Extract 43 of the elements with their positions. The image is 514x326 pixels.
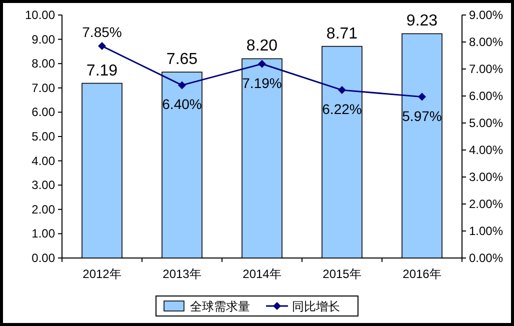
y2-tick-label: 2.00% bbox=[469, 197, 504, 211]
y-tick-label: 10.00 bbox=[24, 8, 56, 22]
point bbox=[258, 60, 266, 68]
y2-tick-label: 0.00% bbox=[469, 251, 504, 265]
y-tick-label: 6.00 bbox=[32, 105, 56, 120]
data-label: 6.40% bbox=[162, 96, 202, 112]
y-tick-label: 5.00 bbox=[32, 130, 56, 144]
y2-tick-label: 6.00% bbox=[469, 89, 504, 103]
data-label: 8.71 bbox=[326, 25, 358, 42]
y2-tick-label: 3.00% bbox=[469, 170, 504, 184]
legend-label: 全球需求量 bbox=[190, 300, 250, 314]
y-tick-label: 2.00 bbox=[32, 202, 56, 216]
y-tick-label: 4.00 bbox=[32, 154, 56, 168]
y2-tick-label: 9.00% bbox=[469, 8, 504, 22]
data-label: 7.65 bbox=[166, 51, 198, 68]
point bbox=[98, 42, 106, 50]
y-tick-label: 0.00 bbox=[32, 251, 56, 265]
data-label: 9.23 bbox=[406, 12, 438, 30]
point bbox=[418, 92, 426, 101]
x-tick-label: 2013年 bbox=[162, 267, 202, 281]
y2-tick-label: 4.00% bbox=[469, 143, 504, 157]
data-label: 5.97% bbox=[402, 108, 442, 124]
point bbox=[338, 86, 346, 94]
data-label: 7.85% bbox=[82, 24, 122, 40]
data-label: 7.19% bbox=[242, 74, 282, 91]
y2-tick-label: 1.00% bbox=[469, 224, 504, 238]
x-tick-label: 2014年 bbox=[242, 267, 282, 281]
legend-label: 同比增长 bbox=[292, 300, 340, 314]
y-tick-label: 8.00 bbox=[32, 56, 56, 71]
x-tick-label: 2012年 bbox=[82, 267, 122, 281]
y-tick-label: 7.00 bbox=[32, 80, 56, 95]
x-tick-label: 2015年 bbox=[322, 267, 362, 281]
data-label: 8.20 bbox=[246, 38, 278, 55]
x-tick-label: 2016年 bbox=[402, 267, 442, 281]
y2-tick-label: 7.00% bbox=[469, 62, 504, 76]
y2-tick-label: 8.00% bbox=[469, 35, 504, 49]
data-label: 7.19 bbox=[86, 62, 118, 80]
y2-tick-label: 5.00% bbox=[469, 116, 504, 130]
y-tick-label: 3.00 bbox=[32, 178, 56, 192]
data-label: 6.22% bbox=[322, 101, 362, 118]
point bbox=[178, 81, 186, 90]
y-tick-label: 9.00 bbox=[32, 32, 56, 46]
y-tick-label: 1.00 bbox=[32, 226, 56, 241]
